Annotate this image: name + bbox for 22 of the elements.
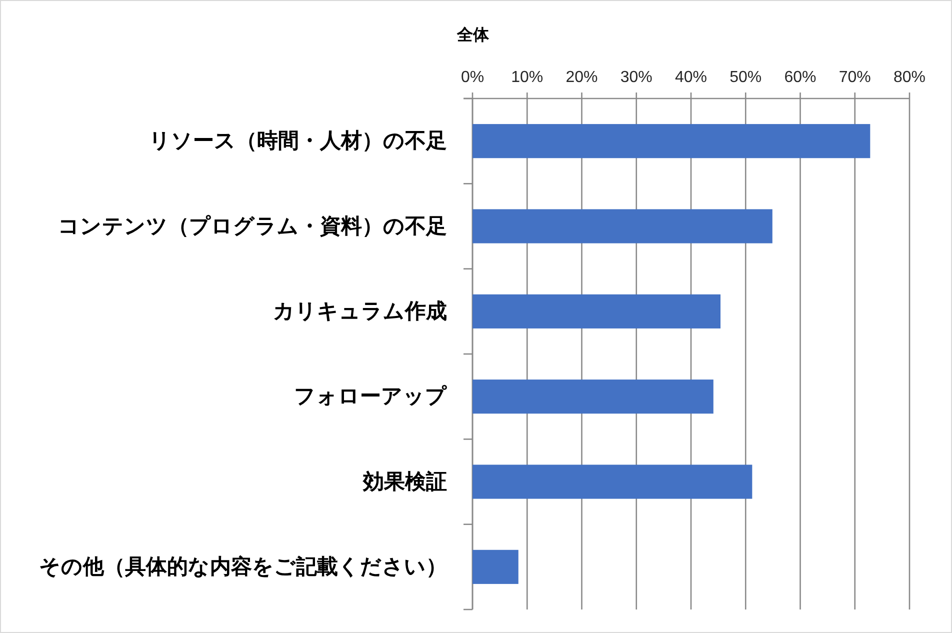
- y-tick-label: その他（具体的な内容をご記載ください）: [39, 554, 447, 578]
- bar: [472, 464, 752, 499]
- y-tick-label: 効果検証: [362, 470, 447, 494]
- x-tick-label: 0%: [460, 69, 484, 86]
- y-tick-label: コンテンツ（プログラム・資料）の不足: [58, 214, 447, 238]
- bar: [472, 124, 870, 158]
- x-tick-label: 30%: [620, 69, 652, 86]
- y-tick-label: リソース（時間・人材）の不足: [149, 130, 447, 153]
- x-tick-label: 70%: [838, 69, 871, 86]
- x-tick-label: 10%: [511, 69, 544, 86]
- y-tick-label: カリキュラム作成: [273, 300, 447, 323]
- y-tick-label: フォローアップ: [294, 384, 447, 408]
- x-tick-label: 80%: [893, 69, 926, 86]
- bar: [472, 380, 714, 414]
- x-tick-label: 40%: [674, 69, 708, 86]
- chart-title: 全体: [456, 26, 490, 44]
- bar: [472, 209, 772, 244]
- x-tick-label: 60%: [784, 69, 816, 86]
- bar: [472, 550, 518, 584]
- x-tick-label: 50%: [730, 69, 762, 86]
- bar: [472, 294, 720, 328]
- x-tick-label: 20%: [566, 69, 598, 86]
